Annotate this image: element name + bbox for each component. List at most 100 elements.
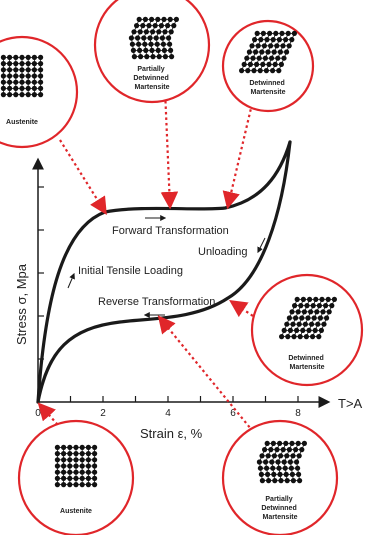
reverse-transformation-label: Reverse Transformation bbox=[98, 296, 215, 308]
lattice-atom bbox=[271, 453, 277, 459]
lattice-atom bbox=[38, 54, 44, 61]
lattice-atom bbox=[283, 471, 289, 477]
lattice-atom bbox=[25, 67, 31, 73]
lattice-atom bbox=[159, 35, 165, 41]
lattice-atom bbox=[289, 37, 295, 43]
lattice-atom bbox=[79, 469, 85, 475]
lattice-atom bbox=[262, 55, 268, 61]
lattice-atom bbox=[281, 55, 287, 61]
lattice-atom bbox=[142, 41, 148, 47]
lattice-atom bbox=[270, 440, 276, 446]
lattice-atom bbox=[138, 54, 144, 60]
lattice-atom bbox=[54, 451, 61, 457]
lattice-atom bbox=[137, 29, 143, 35]
lattice-atom bbox=[7, 73, 13, 79]
lattice-atom bbox=[256, 55, 262, 61]
lattice-atom bbox=[167, 41, 173, 47]
lattice-atom bbox=[143, 29, 149, 35]
lattice-atom bbox=[25, 61, 31, 67]
lattice-atom bbox=[38, 79, 44, 85]
lattice-atom bbox=[254, 61, 260, 67]
lattice-atom bbox=[308, 309, 314, 315]
lattice-atom bbox=[279, 334, 285, 340]
detwinned-lattice bbox=[239, 30, 297, 74]
lattice-atom bbox=[61, 469, 67, 475]
partial-lattice bbox=[128, 16, 179, 60]
lattice-atom bbox=[31, 73, 37, 79]
lattice-atom bbox=[92, 444, 98, 450]
austenite-bottom-label-line: Austenite bbox=[60, 508, 92, 515]
lattice-atom bbox=[310, 303, 316, 309]
lattice-atom bbox=[31, 54, 37, 61]
lattice-atom bbox=[38, 67, 44, 73]
lattice-atom bbox=[136, 16, 142, 22]
phase-circle-austenite-bottom: Austenite bbox=[17, 419, 135, 537]
lattice-atom bbox=[79, 475, 85, 481]
lattice-atom bbox=[318, 327, 324, 333]
lattice-atom bbox=[13, 79, 19, 85]
lattice-atom bbox=[276, 37, 282, 43]
detwinned-right-label: Detwinned Martensite bbox=[288, 355, 325, 371]
lattice-atom bbox=[168, 29, 174, 35]
lattice-atom bbox=[79, 444, 85, 450]
lattice-atom bbox=[0, 61, 6, 67]
lattice-atom bbox=[25, 79, 31, 85]
lattice-atom bbox=[154, 41, 160, 47]
lattice-atom bbox=[146, 23, 152, 29]
lattice-atom bbox=[31, 61, 37, 67]
lattice-atom bbox=[326, 309, 332, 315]
lattice-atom bbox=[67, 482, 73, 488]
lattice-atom bbox=[165, 23, 171, 29]
axes: 0 2 4 6 8 bbox=[32, 157, 331, 419]
pointer-detwinned-top bbox=[222, 103, 254, 210]
lattice-atom bbox=[54, 482, 61, 488]
partial-bottom-label-line-2: Detwinned bbox=[261, 505, 296, 512]
lattice-atom bbox=[129, 41, 135, 47]
lattice-atom bbox=[156, 54, 162, 60]
lattice-atom bbox=[61, 457, 67, 463]
austenite-top-label-line: Austenite bbox=[6, 119, 38, 126]
lattice-atom bbox=[13, 85, 19, 91]
lattice-atom bbox=[141, 35, 147, 41]
lattice-atom bbox=[61, 482, 67, 488]
lattice-atom bbox=[259, 478, 265, 484]
lattice-atom bbox=[25, 54, 31, 61]
lattice-atom bbox=[269, 459, 275, 465]
lattice-atom bbox=[256, 459, 262, 465]
detwinned-top-label: Detwinned Martensite bbox=[249, 80, 286, 96]
austenite-bottom-label: Austenite bbox=[60, 508, 92, 515]
lattice-atom bbox=[278, 61, 284, 67]
lattice-atom bbox=[153, 35, 159, 41]
lattice-atom bbox=[264, 37, 270, 43]
detwinned-top-label-line-2: Martensite bbox=[250, 89, 285, 96]
lattice-atom bbox=[67, 475, 73, 481]
lattice-atom bbox=[54, 463, 61, 469]
x-tick-label: 0 bbox=[35, 408, 41, 419]
lattice-atom bbox=[38, 61, 44, 67]
lattice-atom bbox=[79, 457, 85, 463]
lattice-atom bbox=[259, 49, 265, 55]
lattice-atom bbox=[161, 16, 167, 22]
lattice-atom bbox=[301, 309, 307, 315]
lattice-atom bbox=[303, 334, 309, 340]
lattice-atom bbox=[255, 43, 261, 49]
lattice-atom bbox=[158, 23, 164, 29]
partial-bottom-label: Partially Detwinned Martensite bbox=[261, 496, 298, 521]
lattice-atom bbox=[258, 37, 264, 43]
lattice-atom bbox=[79, 482, 85, 488]
lattice-atom bbox=[262, 447, 268, 453]
lattice-atom bbox=[73, 475, 79, 481]
detwinned-right-label-line-2: Martensite bbox=[289, 364, 324, 371]
lattice-atom bbox=[299, 447, 305, 453]
lattice-atom bbox=[73, 457, 79, 463]
lattice-atom bbox=[171, 23, 177, 29]
lattice-atom bbox=[173, 16, 179, 22]
lattice-atom bbox=[156, 29, 162, 35]
lattice-atom bbox=[257, 68, 263, 74]
lattice-atom bbox=[19, 85, 25, 91]
hysteresis-curve bbox=[36, 140, 292, 404]
lattice-atom bbox=[140, 23, 146, 29]
lattice-atom bbox=[85, 469, 91, 475]
lattice-atom bbox=[31, 79, 37, 85]
lattice-atom bbox=[19, 73, 25, 79]
